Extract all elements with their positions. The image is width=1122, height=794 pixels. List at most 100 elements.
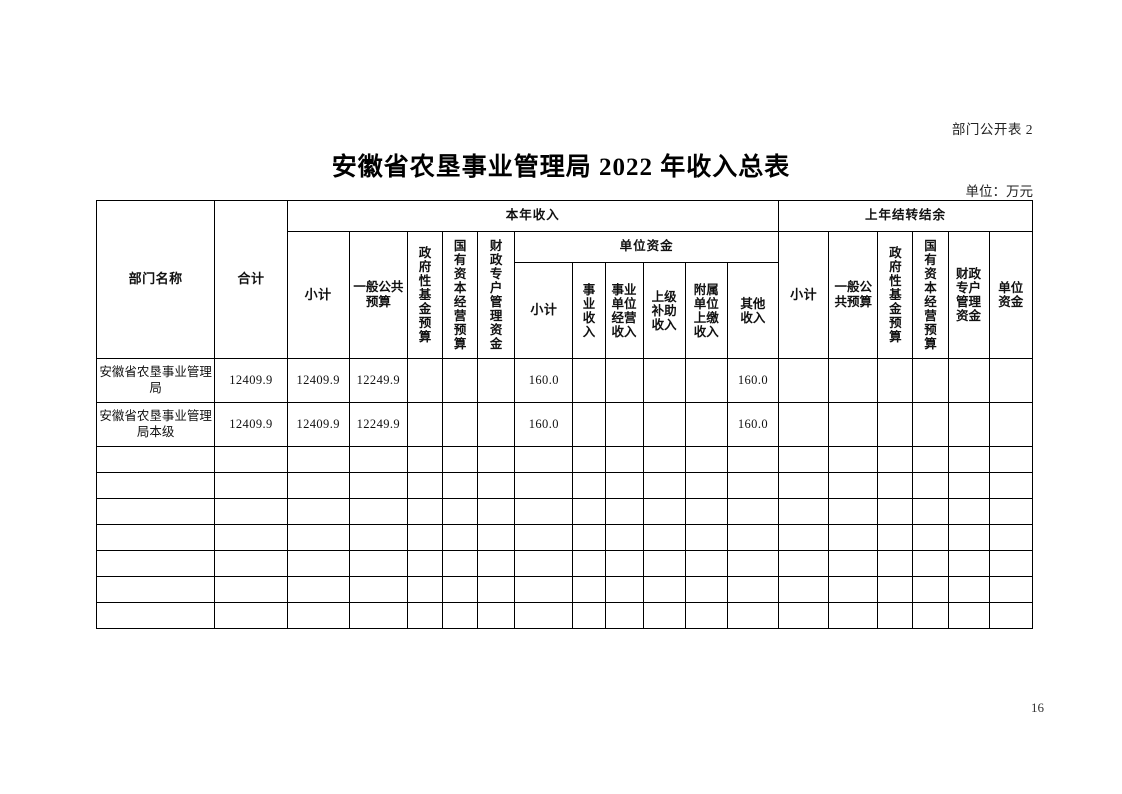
cell-co-gov-fund-budget <box>877 358 914 403</box>
cell-empty <box>514 524 574 551</box>
header-uf-affiliated-unit-income-label: 附属单位上缴收入 <box>693 282 719 339</box>
cell-empty <box>95 472 216 499</box>
cell-empty <box>684 576 728 603</box>
header-cy-state-capital-budget-label: 国有资本经营预算 <box>453 239 467 351</box>
header-uf-other-income-label: 其他收入 <box>740 296 766 325</box>
cell-co-unit-funds <box>988 402 1034 447</box>
cell-empty <box>778 446 830 473</box>
header-uf-superior-subsidy-income: 上级补助收入 <box>642 262 686 359</box>
cell-empty <box>828 472 879 499</box>
header-total-label: 合计 <box>237 271 265 287</box>
cell-empty <box>604 602 644 629</box>
cell-empty <box>947 576 990 603</box>
cell-empty <box>947 498 990 525</box>
cell-empty <box>286 602 350 629</box>
cell-cy-subtotal: 12409.9 <box>286 402 350 447</box>
header-uf-business-operating-income: 事业单位经营收入 <box>604 262 644 359</box>
cell-empty <box>477 576 516 603</box>
cell-cy-state-capital-budget <box>442 358 479 403</box>
cell-empty <box>406 576 444 603</box>
header-uf-affiliated-unit-income: 附属单位上缴收入 <box>684 262 728 359</box>
cell-cy-general-public-budget: 12249.9 <box>348 358 408 403</box>
cell-empty <box>988 602 1034 629</box>
cell-empty <box>988 524 1034 551</box>
cell-empty <box>642 446 686 473</box>
header-uf-subtotal: 小计 <box>514 262 574 359</box>
cell-empty <box>988 446 1034 473</box>
cell-empty <box>442 524 479 551</box>
cell-empty <box>877 576 914 603</box>
cell-empty <box>214 524 288 551</box>
cell-empty <box>442 446 479 473</box>
cell-empty <box>572 524 606 551</box>
table-row: 安徽省农垦事业管理局本级 12409.9 12409.9 12249.9 160.0 16… <box>95 402 1034 447</box>
cell-uf-other-income: 160.0 <box>726 358 780 403</box>
cell-empty <box>778 576 830 603</box>
cell-empty <box>726 524 780 551</box>
header-co-fiscal-account-funds-label: 财政专户管理资金 <box>956 267 982 323</box>
cell-empty <box>514 446 574 473</box>
cell-cy-fiscal-account-funds <box>477 358 516 403</box>
cell-empty <box>778 498 830 525</box>
cell-empty <box>828 498 879 525</box>
cell-empty <box>477 498 516 525</box>
header-group-unit-funds: 单位资金 <box>514 231 780 263</box>
table-header: 部门名称 合计 本年收入 上年结转结余 小计 <box>95 200 1034 359</box>
cell-empty <box>947 524 990 551</box>
cell-cy-state-capital-budget <box>442 402 479 447</box>
cell-co-fiscal-account-funds <box>947 402 990 447</box>
cell-empty <box>684 446 728 473</box>
cell-empty <box>828 602 879 629</box>
cell-empty <box>642 524 686 551</box>
cell-empty <box>514 602 574 629</box>
cell-empty <box>947 446 990 473</box>
cell-empty <box>726 576 780 603</box>
cell-empty <box>604 498 644 525</box>
income-summary-table-container: 部门名称 合计 本年收入 上年结转结余 小计 <box>95 200 1034 629</box>
header-uf-business-operating-income-label: 事业单位经营收入 <box>611 282 637 339</box>
header-uf-business-income-label: 事业收入 <box>582 282 596 339</box>
cell-empty <box>604 524 644 551</box>
header-uf-subtotal-label: 小计 <box>530 302 558 318</box>
cell-empty <box>912 472 949 499</box>
unit-note-label: 单位：万元 <box>965 184 1034 199</box>
cell-empty <box>778 472 830 499</box>
header-uf-business-income: 事业收入 <box>572 262 606 359</box>
table-row-empty <box>95 446 1034 473</box>
cell-empty <box>286 472 350 499</box>
header-row-groups: 部门名称 合计 本年收入 上年结转结余 <box>95 200 1033 359</box>
cell-empty <box>877 498 914 525</box>
header-co-subtotal: 小计 <box>778 231 830 359</box>
cell-empty <box>214 576 288 603</box>
cell-empty <box>778 524 830 551</box>
cell-empty <box>406 472 444 499</box>
cell-uf-business-operating-income <box>604 402 644 447</box>
cell-empty <box>214 472 288 499</box>
header-group-current-year: 本年收入 <box>286 200 780 232</box>
header-cy-fiscal-account-funds: 财政专户管理资金 <box>477 231 516 359</box>
cell-empty <box>286 498 350 525</box>
table-row: 安徽省农垦事业管理局 12409.9 12409.9 12249.9 160.0 160.… <box>95 358 1034 403</box>
cell-empty <box>286 524 350 551</box>
cell-empty <box>477 472 516 499</box>
cell-empty <box>947 602 990 629</box>
cell-total: 12409.9 <box>214 358 288 403</box>
cell-cy-subtotal: 12409.9 <box>286 358 350 403</box>
cell-empty <box>726 446 780 473</box>
cell-empty <box>877 472 914 499</box>
header-co-general-public-budget-label: 一般公共预算 <box>834 279 872 309</box>
cell-empty <box>912 602 949 629</box>
cell-empty <box>406 446 444 473</box>
cell-co-general-public-budget <box>828 402 879 447</box>
header-co-fiscal-account-funds: 财政专户管理资金 <box>947 231 990 359</box>
cell-empty <box>442 498 479 525</box>
cell-empty <box>642 550 686 577</box>
table-row-empty <box>95 524 1034 551</box>
cell-empty <box>406 550 444 577</box>
cell-empty <box>514 498 574 525</box>
cell-empty <box>684 524 728 551</box>
cell-empty <box>604 472 644 499</box>
cell-empty <box>95 498 216 525</box>
cell-empty <box>442 472 479 499</box>
